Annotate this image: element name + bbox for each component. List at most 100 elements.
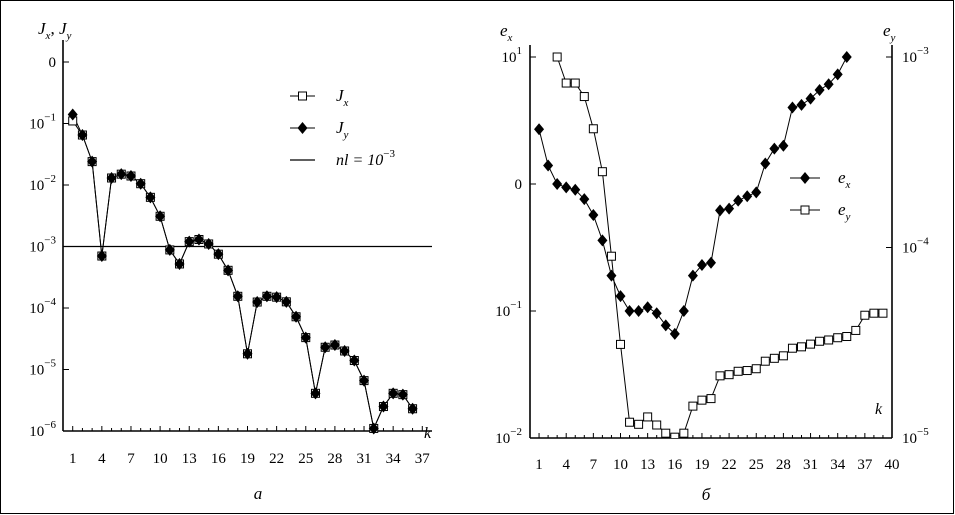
panel-b-xtick-label: 28: [776, 457, 791, 473]
legend-label-J_x: Jx: [336, 86, 349, 109]
legend-marker-J_x: [298, 91, 307, 101]
panel-a-point-J_y: [271, 291, 282, 304]
panel-a-point-J_y: [407, 402, 418, 415]
panel-b-point-e_y: [797, 342, 806, 352]
panel-a: Jx, Jy а k 0 10−1 10−2 10−3 10−4 10−5 10−6 1 4 7 1…: [29, 19, 432, 503]
panel-b-left-ylabel: ex: [500, 21, 513, 44]
panel-a-xtick-label: 22: [269, 451, 284, 467]
panel-a-xtick-label: 31: [357, 451, 372, 467]
panel-a-point-J_y: [155, 210, 166, 223]
panel-b-point-e_x: [832, 68, 843, 81]
panel-b-point-e_y: [878, 308, 888, 318]
panel-b-point-e_x: [760, 157, 771, 170]
panel-b-xtick-label: 40: [885, 457, 900, 473]
panel-b-point-e_y: [679, 428, 689, 438]
panel-b-point-e_x: [696, 259, 707, 272]
panel-b-point-e_y: [661, 428, 671, 438]
panel-b-point-e_y: [733, 366, 743, 376]
panel-b-point-e_x: [715, 204, 726, 217]
panel-b-point-e_y: [706, 394, 716, 404]
panel-b-point-e_x: [642, 301, 653, 314]
panel-a-point-J_y: [300, 331, 311, 344]
panel-a-point-J_y: [174, 257, 185, 270]
panel-a-point-J_y: [77, 129, 88, 142]
panel-b-point-e_y: [670, 432, 680, 438]
panel-a-point-J_y: [397, 388, 408, 401]
panel-b-point-e_x: [633, 305, 644, 317]
panel-b-xtick-label: 1: [535, 457, 543, 473]
panel-b-xtick-label: 16: [667, 457, 683, 473]
panel-a-point-J_y: [359, 374, 370, 387]
panel-b-point-e_x: [660, 319, 671, 332]
panel-b-point-e_x: [733, 194, 744, 207]
panel-a-xtick-label: 13: [182, 451, 197, 467]
panel-b-point-e_y: [597, 167, 607, 177]
panel-a-point-J_y: [388, 387, 399, 400]
panel-b-point-e_x: [778, 139, 789, 152]
panel-b-xtick-label: 10: [613, 457, 628, 473]
panel-b-point-e_y: [606, 251, 616, 261]
panel-a-xtick-label: 25: [298, 451, 313, 467]
panel-a-xtick-label: 16: [211, 451, 227, 467]
panel-a-xlabel: k: [424, 425, 432, 442]
panel-b-xtick-label: 19: [694, 457, 709, 473]
panel-b-point-e_y: [851, 325, 861, 335]
panel-b-xlabel: k: [875, 401, 883, 418]
panel-b-right-ytick-label: 10−5: [902, 426, 929, 447]
panel-a-point-J_y: [329, 339, 340, 352]
panel-b-left-ytick-label: 101: [502, 45, 523, 66]
legend-marker-e_x: [800, 172, 810, 184]
panel-b-point-e_y: [860, 310, 870, 320]
panel-b-point-e_x: [561, 181, 572, 194]
panel-b-point-e_x: [552, 178, 563, 190]
panel-b-left-ytick-label: 10−2: [495, 426, 522, 447]
panel-b-curves: [534, 51, 888, 438]
panel-a-point-J_y: [96, 250, 107, 263]
panel-b-point-e_x: [823, 78, 834, 91]
panel-b-point-e_x: [678, 305, 689, 317]
panel-b-point-e_y: [697, 395, 707, 405]
panel-a-point-J_y: [320, 341, 331, 354]
panel-a-ylabel: Jx, Jy: [38, 19, 71, 42]
panel-b-point-e_y: [688, 401, 698, 411]
panel-a-xtick-label: 37: [415, 451, 431, 467]
panel-b-xtick-label: 25: [749, 457, 764, 473]
panel-b-point-e_x: [724, 202, 735, 215]
panel-b-point-e_x: [651, 307, 662, 320]
panel-a-ytick-label: 10−5: [29, 358, 56, 379]
panel-b-left-ytick-label: 0: [515, 177, 523, 193]
panel-a-point-J_y: [87, 155, 98, 168]
panel-b-point-e_x: [841, 51, 852, 63]
panel-a-point-J_y: [378, 400, 389, 413]
panel-a-ytick-label: 10−4: [29, 296, 56, 317]
panel-b-point-e_y: [778, 351, 788, 361]
panel-a-legend: Jx Jy nl = 10−3: [290, 86, 395, 169]
panel-b-point-e_y: [742, 366, 752, 376]
panel-b-xtick-label: 37: [857, 457, 873, 473]
panel-b-point-e_y: [842, 332, 852, 342]
panel-b-point-e_y: [833, 333, 843, 343]
panel-a-point-J_y: [368, 422, 379, 435]
panel-b-point-e_x: [570, 183, 581, 196]
panel-a-point-J_y: [193, 233, 204, 246]
panel-b-point-e_y: [824, 335, 834, 345]
panel-a-point-J_y: [106, 171, 117, 184]
panel-a-xtick-label: 7: [127, 451, 135, 467]
panel-b-xtick-label: 7: [590, 457, 598, 473]
panel-b-point-e_y: [634, 419, 644, 429]
panel-b: ex ey б k 101 0 10−1 10−2 10−3 10−4 10−5 1 4 7 10 1…: [495, 21, 929, 504]
panel-b-point-e_x: [687, 269, 698, 282]
panel-a-xtick-label: 4: [98, 451, 106, 467]
panel-b-point-e_y: [869, 308, 879, 318]
panel-b-right-ytick-label: 10−4: [902, 236, 929, 257]
panel-b-legend: ex ey: [790, 168, 851, 223]
panel-b-point-e_y: [769, 353, 779, 363]
panel-a-point-J_y: [291, 310, 302, 323]
panel-a-point-J_y: [116, 168, 127, 181]
panel-a-point-J_y: [339, 344, 350, 357]
panel-a-ytick-label: 10−6: [29, 419, 56, 440]
panel-b-point-e_y: [715, 371, 725, 381]
panel-b-point-e_y: [570, 78, 580, 88]
